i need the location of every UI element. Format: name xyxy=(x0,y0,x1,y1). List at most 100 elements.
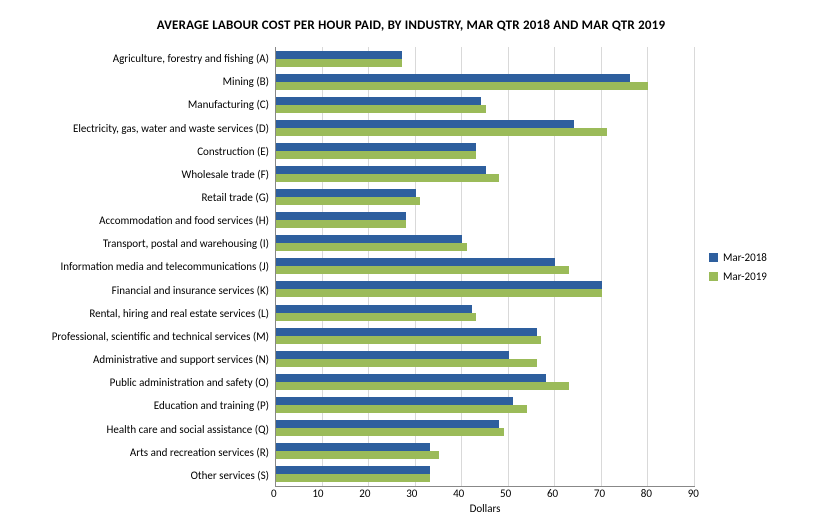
bar-mar2019 xyxy=(276,428,504,436)
category-label: Financial and insurance services (K) xyxy=(0,285,269,296)
legend-item: Mar-2018 xyxy=(709,251,805,264)
bar-mar2018 xyxy=(276,143,476,151)
legend-label: Mar-2019 xyxy=(723,270,767,283)
bar-mar2018 xyxy=(276,120,574,128)
bar-mar2019 xyxy=(276,220,406,228)
bar-group xyxy=(276,51,695,67)
bar-mar2018 xyxy=(276,166,486,174)
x-axis-ticks: 0 10 20 30 40 50 60 70 80 90 xyxy=(271,487,699,500)
bar-mar2018 xyxy=(276,305,472,313)
bar-mar2018 xyxy=(276,235,462,243)
bar-mar2018 xyxy=(276,189,416,197)
category-label: Arts and recreation services (R) xyxy=(0,447,269,458)
bar-group xyxy=(276,120,695,136)
category-label: Accommodation and food services (H) xyxy=(0,215,269,226)
bar-mar2019 xyxy=(276,82,648,90)
category-label: Rental, hiring and real estate services … xyxy=(0,308,269,319)
bar-group xyxy=(276,420,695,436)
category-label: Transport, postal and warehousing (I) xyxy=(0,238,269,249)
x-tick: 80 xyxy=(641,487,652,500)
bar-group xyxy=(276,143,695,159)
bar-mar2018 xyxy=(276,466,430,474)
bar-mar2018 xyxy=(276,51,402,59)
category-label: Mining (B) xyxy=(0,76,269,87)
bar-mar2019 xyxy=(276,174,499,182)
x-tick: 60 xyxy=(547,487,558,500)
bar-mar2019 xyxy=(276,105,486,113)
bar-mar2018 xyxy=(276,74,630,82)
x-tick: 40 xyxy=(453,487,464,500)
category-label: Health care and social assistance (Q) xyxy=(0,424,269,435)
category-label: Wholesale trade (F) xyxy=(0,169,269,180)
bar-mar2018 xyxy=(276,97,481,105)
legend-item: Mar-2019 xyxy=(709,270,805,283)
category-label: Electricity, gas, water and waste servic… xyxy=(0,123,269,134)
bar-mar2018 xyxy=(276,374,546,382)
bar-mar2019 xyxy=(276,289,602,297)
category-label: Administrative and support services (N) xyxy=(0,354,269,365)
bar-mar2018 xyxy=(276,397,513,405)
bar-group xyxy=(276,166,695,182)
bar-group xyxy=(276,328,695,344)
bar-mar2019 xyxy=(276,151,476,159)
bar-mar2019 xyxy=(276,266,569,274)
bar-group xyxy=(276,97,695,113)
bar-mar2019 xyxy=(276,359,537,367)
x-axis-title: Dollars xyxy=(275,502,695,515)
bar-group xyxy=(276,397,695,413)
bar-mar2018 xyxy=(276,212,406,220)
bar-mar2019 xyxy=(276,474,430,482)
y-axis-labels: Agriculture, forestry and fishing (A) Min… xyxy=(0,47,275,487)
bar-mar2019 xyxy=(276,405,527,413)
x-tick: 50 xyxy=(500,487,511,500)
category-label: Education and training (P) xyxy=(0,400,269,411)
bar-group xyxy=(276,189,695,205)
category-label: Construction (E) xyxy=(0,146,269,157)
bar-mar2018 xyxy=(276,420,499,428)
bar-mar2018 xyxy=(276,281,602,289)
bar-group xyxy=(276,235,695,251)
bar-mar2018 xyxy=(276,258,555,266)
plot-area xyxy=(275,47,695,487)
bar-mar2019 xyxy=(276,313,476,321)
x-tick: 90 xyxy=(688,487,699,500)
chart-container: AVERAGE LABOUR COST PER HOUR PAID, BY IN… xyxy=(0,0,822,529)
category-label: Public administration and safety (O) xyxy=(0,377,269,388)
category-label: Professional, scientific and technical s… xyxy=(0,331,269,342)
category-label: Agriculture, forestry and fishing (A) xyxy=(0,53,269,64)
x-tick: 20 xyxy=(359,487,370,500)
bar-group xyxy=(276,212,695,228)
x-tick: 0 xyxy=(271,487,277,500)
bar-group xyxy=(276,443,695,459)
bar-group xyxy=(276,466,695,482)
bar-mar2019 xyxy=(276,382,569,390)
category-label: Manufacturing (C) xyxy=(0,99,269,110)
category-label: Other services (S) xyxy=(0,470,269,481)
bar-group xyxy=(276,305,695,321)
x-tick: 30 xyxy=(406,487,417,500)
legend: Mar-2018 Mar-2019 xyxy=(695,251,805,283)
bar-mar2019 xyxy=(276,59,402,67)
category-label: Information media and telecommunications… xyxy=(0,261,269,272)
legend-label: Mar-2018 xyxy=(723,251,767,264)
legend-swatch xyxy=(709,253,718,262)
bar-group xyxy=(276,374,695,390)
bar-group xyxy=(276,74,695,90)
x-tick: 70 xyxy=(594,487,605,500)
bar-group xyxy=(276,258,695,274)
bar-mar2018 xyxy=(276,443,430,451)
bar-mar2019 xyxy=(276,128,607,136)
bar-mar2019 xyxy=(276,451,439,459)
bar-group xyxy=(276,281,695,297)
bar-mar2018 xyxy=(276,351,509,359)
bar-mar2019 xyxy=(276,197,420,205)
bar-mar2018 xyxy=(276,328,537,336)
bar-mar2019 xyxy=(276,243,467,251)
x-tick: 10 xyxy=(312,487,323,500)
category-label: Retail trade (G) xyxy=(0,192,269,203)
legend-swatch xyxy=(709,272,718,281)
x-axis: 0102030405060708090 Dollars xyxy=(275,487,695,515)
plot-row: Agriculture, forestry and fishing (A) Min… xyxy=(0,47,822,487)
chart-title: AVERAGE LABOUR COST PER HOUR PAID, BY IN… xyxy=(0,18,822,33)
bar-group xyxy=(276,351,695,367)
